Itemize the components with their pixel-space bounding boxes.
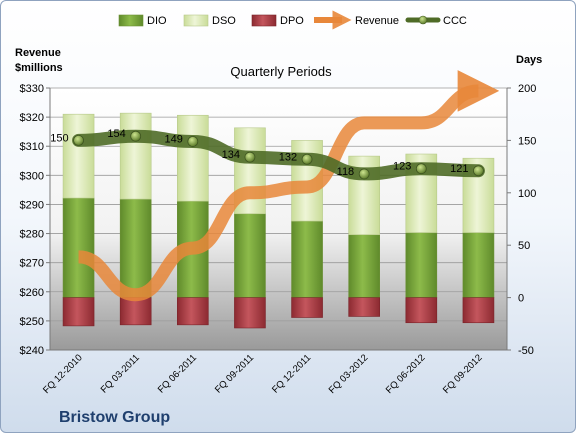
x-tick-label: FQ 03-2012 (327, 352, 371, 396)
bar-dio (62, 197, 95, 298)
right-tick-label: -50 (518, 345, 534, 357)
bar-dio (234, 213, 266, 298)
ccc-data-label: 134 (222, 149, 240, 161)
ccc-data-label: 149 (164, 133, 182, 145)
left-axis-label-line1: Revenue (15, 47, 61, 59)
bar-dio (462, 232, 495, 298)
left-tick-label: $290 (20, 199, 44, 211)
legend-label: DPO (280, 15, 304, 27)
legend-label: DSO (212, 15, 236, 27)
legend-label: Revenue (355, 15, 399, 27)
legend-swatch (183, 14, 209, 27)
x-tick-label: FQ 09-2012 (441, 352, 485, 396)
left-tick-label: $280 (20, 229, 44, 241)
bar-dio (119, 198, 152, 298)
legend-swatch (251, 14, 277, 27)
legend-label: CCC (443, 15, 467, 27)
bar-dio (405, 232, 438, 298)
bar-dpo (462, 297, 495, 324)
ccc-line (72, 129, 485, 181)
right-tick-label: 150 (518, 135, 536, 147)
bar-dpo (62, 297, 95, 327)
left-tick-label: $260 (20, 287, 44, 299)
left-tick-label: $310 (20, 141, 44, 153)
ccc-point (187, 136, 199, 147)
left-axis-label-line2: $millions (15, 62, 63, 74)
legend-label: DIO (147, 15, 167, 27)
ccc-point (473, 165, 484, 177)
left-tick-label: $270 (20, 258, 44, 270)
x-tick-label: FQ 12-2011 (270, 352, 313, 395)
right-tick-label: 200 (518, 83, 536, 95)
chart-title: Quarterly Periods (230, 64, 332, 79)
bar-dpo (177, 297, 209, 326)
right-tick-label: 50 (518, 240, 530, 252)
legend-swatch (418, 15, 428, 25)
lines: 150 154 149 134 132 118 123 121 (50, 70, 500, 302)
ccc-data-label: 121 (450, 163, 468, 175)
bar-dpo (405, 297, 438, 324)
legend-swatch (118, 14, 144, 27)
right-tick-label: 0 (518, 293, 524, 305)
bar-dpo (291, 297, 323, 318)
ccc-data-label: 123 (393, 161, 411, 173)
revenue-line (77, 70, 500, 302)
ccc-point (130, 130, 142, 142)
ccc-point (358, 168, 370, 180)
x-tick-label: FQ 12-2010 (41, 352, 85, 396)
ccc-data-label: 154 (107, 128, 125, 140)
left-tick-label: $250 (20, 316, 44, 328)
bar-dso (62, 113, 95, 199)
bar-dio (348, 234, 380, 298)
ccc-data-label: 132 (279, 151, 297, 163)
bar-dso (119, 112, 152, 200)
bar-dpo (234, 297, 266, 329)
left-tick-label: $300 (20, 170, 44, 182)
left-tick-label: $320 (20, 112, 44, 124)
bar-dpo (119, 297, 152, 326)
ccc-point (73, 134, 84, 146)
ccc-point (244, 151, 256, 163)
company-name: Bristow Group (59, 409, 170, 426)
x-tick-label: FQ 03-2011 (99, 352, 142, 395)
left-tick-label: $240 (20, 345, 44, 357)
right-axis-label: Days (516, 54, 542, 66)
ccc-data-label: 150 (50, 132, 68, 144)
bar-dso (177, 114, 209, 202)
left-tick-label: $330 (20, 83, 44, 95)
bar-dio (291, 220, 323, 298)
x-tick-label: FQ 09-2011 (213, 352, 256, 395)
legend: DIO DSO DPO Revenue CCC (118, 10, 467, 30)
bar-dpo (348, 297, 380, 317)
x-tick-label: FQ 06-2012 (384, 352, 428, 396)
ccc-data-label: 118 (337, 166, 355, 178)
ccc-point (301, 153, 313, 165)
x-tick-label: FQ 06-2011 (156, 352, 199, 395)
ccc-point (415, 163, 427, 175)
right-tick-label: 100 (518, 188, 536, 200)
